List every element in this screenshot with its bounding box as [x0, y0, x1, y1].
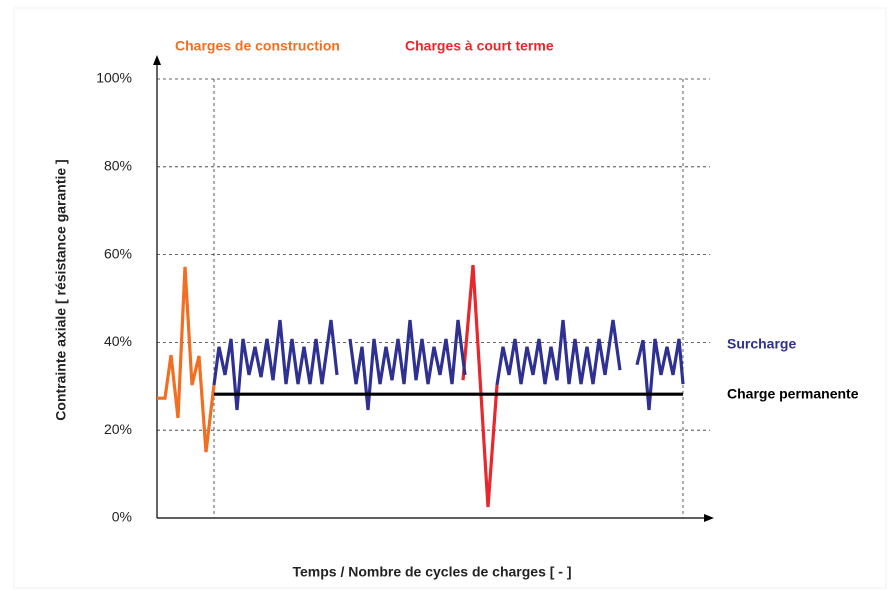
x-axis-label: Temps / Nombre de cycles de charges [ - …: [292, 564, 571, 580]
y-tick-label: 40%: [104, 333, 132, 349]
y-axis-label: Contrainte axiale [ résistance garantie …: [53, 159, 69, 420]
y-tick-label: 100%: [96, 70, 132, 86]
frame: [13, 7, 887, 589]
y-tick-label: 0%: [112, 509, 132, 525]
y-tick-label: 80%: [104, 158, 132, 174]
x-arrow: [704, 514, 714, 522]
series-label: Charges de construction: [175, 38, 340, 54]
series-line: [212, 319, 685, 411]
y-tick-label: 60%: [104, 245, 132, 261]
series-label: Surcharge: [727, 336, 796, 352]
series-line: [461, 264, 499, 508]
series-label: Charge permanente: [727, 386, 859, 402]
series-line: [157, 266, 216, 453]
y-arrow: [153, 55, 161, 65]
y-tick-label: 20%: [104, 421, 132, 437]
series-label: Charges à court terme: [405, 38, 554, 54]
